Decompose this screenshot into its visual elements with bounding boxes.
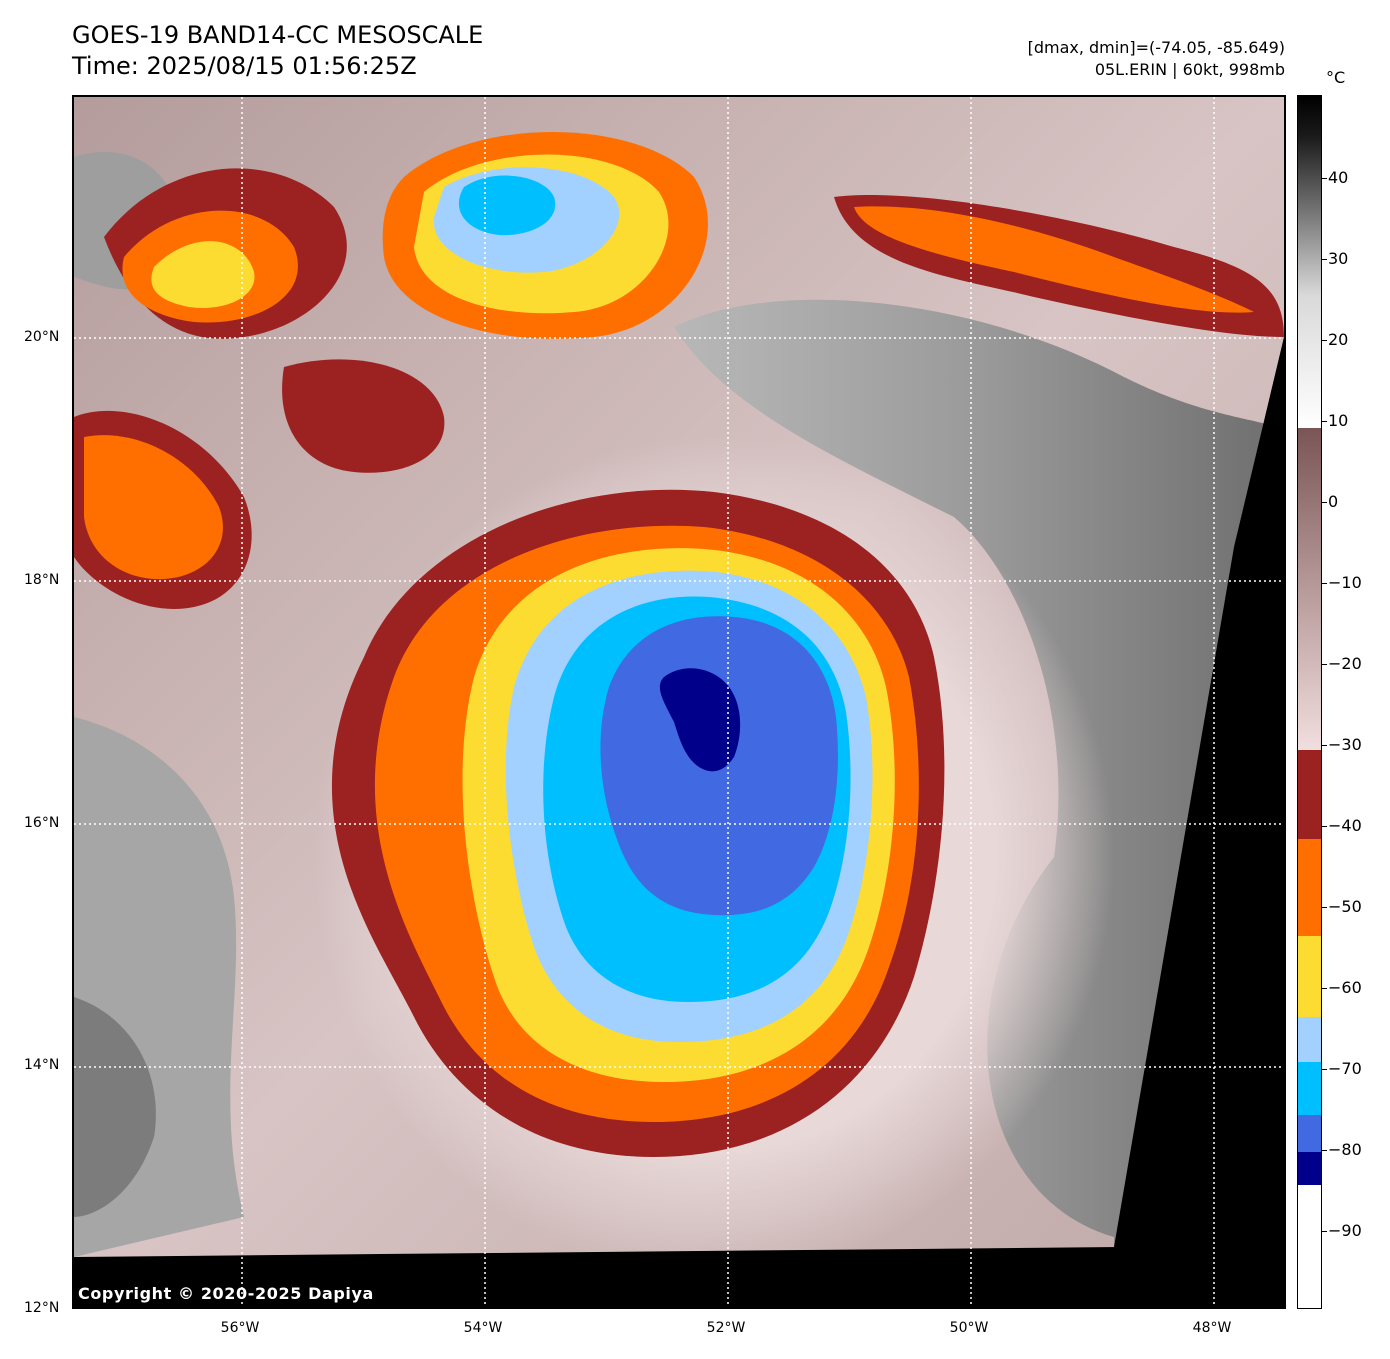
lat-label-12n: 12°N xyxy=(24,1300,60,1316)
dmax-dmin-readout: [dmax, dmin]=(-74.05, -85.649) xyxy=(1027,38,1285,57)
colorbar-tick-label: −80 xyxy=(1328,1140,1362,1159)
lat-label-20n: 20°N xyxy=(24,329,60,345)
colorbar-tick xyxy=(1322,340,1327,341)
colorbar-tick-label: 0 xyxy=(1328,492,1339,511)
satellite-imagery xyxy=(74,97,1284,1307)
colorbar-tick xyxy=(1322,1150,1327,1151)
colorbar-tick-label: 10 xyxy=(1328,411,1349,430)
colorbar-tick-label: −90 xyxy=(1328,1221,1362,1240)
chart-title: GOES-19 BAND14-CC MESOSCALE xyxy=(72,21,484,49)
graticule xyxy=(74,97,1284,1307)
colorbar-tick xyxy=(1322,421,1327,422)
colorbar-tick xyxy=(1322,826,1327,827)
storm-info: 05L.ERIN | 60kt, 998mb xyxy=(1094,60,1285,79)
colorbar-tick xyxy=(1322,1069,1327,1070)
clear-sky-east xyxy=(674,299,1284,1307)
lat-label-16n: 16°N xyxy=(24,815,60,831)
no-data-south xyxy=(74,1247,1119,1307)
chart-timestamp: Time: 2025/08/15 01:56:25Z xyxy=(72,52,417,80)
satellite-map xyxy=(72,95,1286,1309)
colorbar-unit: °C xyxy=(1326,68,1346,87)
copyright-notice: Copyright © 2020-2025 Dapiya xyxy=(78,1284,374,1303)
cloud-cell-north-core xyxy=(458,175,556,236)
colorbar-tick xyxy=(1322,988,1327,989)
colorbar-tick-label: −40 xyxy=(1328,816,1362,835)
colorbar-tick-label: 30 xyxy=(1328,249,1349,268)
colorbar-gradient xyxy=(1298,96,1321,1308)
colorbar-tick xyxy=(1322,1231,1327,1232)
storm-core-m85 xyxy=(659,668,741,772)
colorbar-tick-label: −20 xyxy=(1328,654,1362,673)
colorbar-tick-label: −30 xyxy=(1328,735,1362,754)
no-data-east xyxy=(1114,337,1284,1307)
colorbar-tick-label: 20 xyxy=(1328,330,1349,349)
colorbar-tick-label: −70 xyxy=(1328,1059,1362,1078)
colorbar-tick-label: 40 xyxy=(1328,168,1349,187)
colorbar-tick-label: −50 xyxy=(1328,897,1362,916)
lon-label-50w: 50°W xyxy=(949,1320,989,1336)
colorbar-tick xyxy=(1322,907,1327,908)
colorbar-tick xyxy=(1322,502,1327,503)
lon-label-48w: 48°W xyxy=(1192,1320,1232,1336)
cloud-cell-nw-top xyxy=(151,241,255,308)
colorbar-tick xyxy=(1322,583,1327,584)
cloud-cell-west-2 xyxy=(282,359,445,473)
lon-label-52w: 52°W xyxy=(706,1320,746,1336)
colorbar-tick-label: −10 xyxy=(1328,573,1362,592)
cloud-band-ne-core xyxy=(854,206,1254,313)
lat-label-14n: 14°N xyxy=(24,1057,60,1073)
lat-label-18n: 18°N xyxy=(24,572,60,588)
lon-label-54w: 54°W xyxy=(463,1320,503,1336)
colorbar-tick xyxy=(1322,664,1327,665)
colorbar-tick xyxy=(1322,259,1327,260)
colorbar-tick xyxy=(1322,745,1327,746)
colorbar xyxy=(1297,95,1322,1309)
colorbar-tick-label: −60 xyxy=(1328,978,1362,997)
lon-label-56w: 56°W xyxy=(220,1320,260,1336)
clear-sky-sw xyxy=(74,997,156,1217)
cloud-cell-west-core xyxy=(84,435,223,580)
colorbar-tick xyxy=(1322,178,1327,179)
